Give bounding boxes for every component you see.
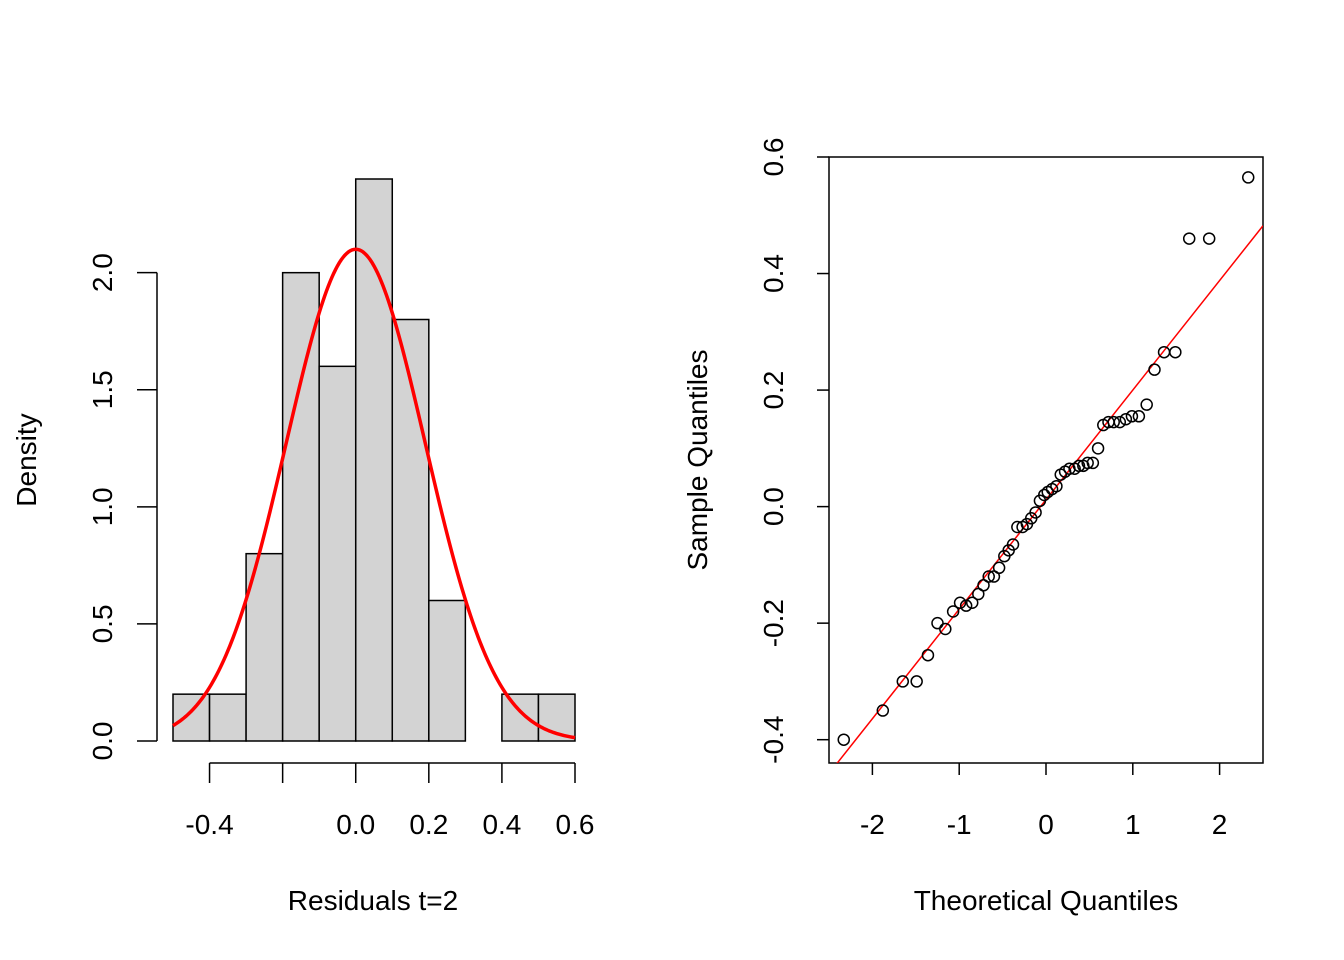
- qq-point: [921, 648, 935, 662]
- histogram-y-tick-label: 2.0: [87, 253, 118, 292]
- qq-point: [1006, 538, 1020, 551]
- qq-point: [910, 675, 923, 688]
- histogram-panel: -0.4 0.0 0.2 0.4 0.6 0.0 0.5 1.0 1.5 2.0 Residua…: [11, 178, 595, 916]
- qq-point: [946, 605, 960, 618]
- qq-point: [1202, 232, 1216, 245]
- qq-y-tick-label: -0.2: [758, 599, 789, 647]
- qq-y-tick-label: 0.4: [758, 254, 789, 293]
- histogram-y-tick-label: 0.0: [87, 722, 118, 761]
- qq-x-tick-label: -1: [947, 809, 972, 840]
- qq-point: [1140, 398, 1153, 411]
- histogram-x-axis: -0.4 0.0 0.2 0.4 0.6: [185, 762, 595, 840]
- qq-x-axis: -2 -1 0 1 2: [860, 763, 1227, 840]
- qq-point: [1241, 171, 1255, 184]
- qq-point: [1119, 412, 1133, 426]
- qq-y-tick-label: -0.4: [758, 716, 789, 764]
- qq-plot-frame: [828, 156, 1264, 764]
- qq-y-tick-label: 0.2: [758, 371, 789, 410]
- qq-point: [1157, 345, 1171, 359]
- histogram-y-axis-title: Density: [11, 413, 42, 506]
- qq-y-axis-title: Sample Quantiles: [682, 349, 713, 570]
- histogram-bar: [428, 599, 467, 742]
- histogram-bar: [172, 693, 211, 742]
- histogram-x-tick-label: 0.4: [482, 809, 521, 840]
- qq-y-tick-label: 0.6: [758, 138, 789, 177]
- qq-point: [1091, 442, 1105, 455]
- qq-point: [1125, 410, 1139, 423]
- qq-point: [1107, 415, 1120, 429]
- qq-point: [1038, 488, 1051, 502]
- histogram-bar: [354, 178, 394, 742]
- histogram-bar: [391, 318, 430, 742]
- histogram-bar: [281, 271, 320, 742]
- qq-point: [982, 570, 995, 583]
- histogram-bar: [318, 365, 357, 742]
- histogram-y-tick-label: 1.0: [87, 487, 118, 526]
- qq-points: [837, 171, 1255, 746]
- qq-x-tick-label: 2: [1212, 809, 1228, 840]
- qq-x-tick-label: 0: [1038, 809, 1054, 840]
- qq-point: [876, 704, 890, 717]
- qq-x-tick-label: -2: [860, 809, 885, 840]
- histogram-x-tick-label: 0.6: [556, 809, 595, 840]
- qq-point: [992, 561, 1006, 575]
- qq-point: [953, 596, 967, 610]
- histogram-x-tick-label: -0.4: [185, 809, 233, 840]
- qq-point: [1148, 363, 1161, 376]
- histogram-bar: [501, 693, 540, 742]
- qq-point: [1086, 456, 1100, 470]
- qq-y-tick-label: 0.0: [758, 487, 789, 526]
- qq-point: [931, 616, 944, 630]
- qq-x-tick-label: 1: [1125, 809, 1141, 840]
- histogram-bar: [208, 693, 247, 742]
- qq-point: [965, 596, 979, 610]
- qq-x-axis-title: Theoretical Quantiles: [914, 885, 1179, 916]
- qq-point: [939, 622, 952, 636]
- histogram-y-tick-label: 0.5: [87, 604, 118, 643]
- qq-point: [1050, 479, 1063, 493]
- histogram-x-tick-label: 0.2: [409, 809, 448, 840]
- qq-point: [896, 675, 910, 688]
- qq-point: [837, 733, 851, 746]
- qq-point: [1081, 456, 1094, 470]
- histogram-y-axis: 0.0 0.5 1.0 1.5 2.0: [87, 253, 158, 761]
- histogram-x-tick-label: 0.0: [336, 809, 375, 840]
- qq-y-axis: -0.4 -0.2 0.0 0.2 0.4 0.6: [758, 138, 829, 764]
- qq-point: [1113, 415, 1127, 429]
- histogram-x-axis-title: Residuals t=2: [288, 885, 458, 916]
- histogram-bars: [172, 178, 576, 742]
- qq-point: [1182, 232, 1196, 245]
- qq-plot-panel: -2 -1 0 1 2 -0.4 -0.2 0.0 0.2 0.4 0.6 Theoretical…: [682, 138, 1264, 916]
- qq-point: [1072, 459, 1086, 473]
- qq-point: [1169, 345, 1182, 359]
- qq-point: [959, 599, 973, 612]
- qq-point: [1029, 506, 1042, 519]
- density-curve: [172, 247, 576, 740]
- qq-point: [1132, 410, 1146, 423]
- histogram-y-tick-label: 1.5: [87, 370, 118, 409]
